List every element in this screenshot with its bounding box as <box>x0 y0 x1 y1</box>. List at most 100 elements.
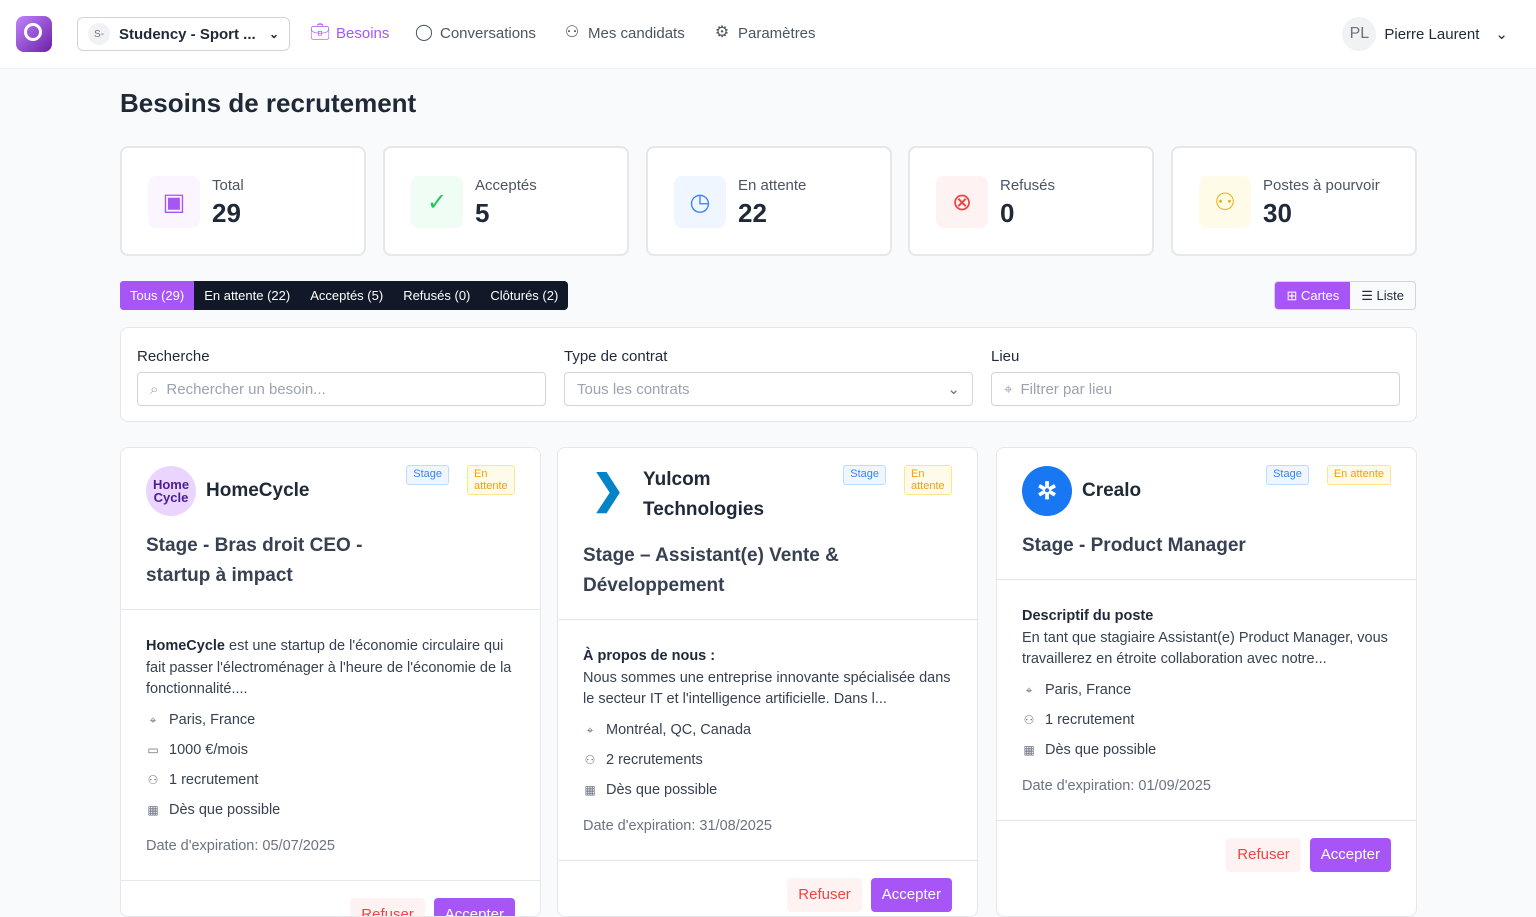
tab-refuses[interactable]: Refusés (0) <box>393 281 480 310</box>
stat-label: En attente <box>738 177 806 194</box>
company-logo: ✲ <box>1022 466 1072 516</box>
recruits: 1 recrutement <box>1045 712 1134 728</box>
contract-value: Tous les contrats <box>577 381 690 398</box>
cards-label: Cartes <box>1301 288 1339 303</box>
nav-parametres[interactable]: ⚙Paramètres <box>712 24 816 42</box>
calendar-icon: ▦ <box>146 801 160 819</box>
location-input[interactable]: ⌖ Filtrer par lieu <box>991 372 1400 406</box>
stat-value: 29 <box>212 198 241 229</box>
job-title: Stage - Product Manager <box>1022 531 1282 561</box>
top-nav: S- Studency - Sport ... ⌄ 💼︎Besoins ◯Con… <box>0 0 1536 69</box>
search-placeholder: Rechercher un besoin... <box>166 381 325 398</box>
users-icon: ⚇ <box>1199 176 1251 228</box>
nav-mes-candidats[interactable]: ⚇ Mes candidats <box>562 24 685 42</box>
stat-value: 0 <box>1000 198 1014 229</box>
desc-bold: Descriptif du poste <box>1022 606 1391 628</box>
search-input[interactable]: ⌕Rechercher un besoin... <box>137 372 546 406</box>
status-badge: En attente <box>904 465 952 495</box>
start-date: Dès que possible <box>1045 742 1156 758</box>
cards-view-button[interactable]: ⊞ Cartes <box>1275 282 1350 309</box>
job-title: Stage – Assistant(e) Vente & Développeme… <box>583 541 843 601</box>
page-title: Besoins de recrutement <box>120 88 416 119</box>
job-card[interactable]: ✲ Crealo Stage En attente Stage - Product … <box>996 447 1417 917</box>
org-name: Studency - Sport ... <box>119 26 256 43</box>
recruits: 1 recrutement <box>169 772 258 788</box>
desc-bold: HomeCycle <box>146 638 225 654</box>
location: Montréal, QC, Canada <box>606 722 751 738</box>
accept-button[interactable]: Accepter <box>871 878 952 912</box>
stat-en-attente: ◷ En attente 22 <box>646 146 892 256</box>
nav-conversations[interactable]: ◯Conversations <box>414 24 536 42</box>
tab-en-attente[interactable]: En attente (22) <box>194 281 300 310</box>
location-label: Lieu <box>991 348 1400 365</box>
contract-badge: Stage <box>406 465 449 485</box>
app-logo[interactable] <box>16 16 52 52</box>
x-circle-icon: ⊗ <box>936 176 988 228</box>
company-logo: Home Cycle <box>146 466 196 516</box>
list-icon: ☰ <box>1361 288 1376 303</box>
calendar-icon: ▦ <box>583 781 597 799</box>
map-pin-icon: ⌖ <box>1022 681 1036 699</box>
refuse-button[interactable]: Refuser <box>1226 838 1301 872</box>
nav-label: Mes candidats <box>588 25 685 42</box>
stat-total: ▣ Total 29 <box>120 146 366 256</box>
accept-button[interactable]: Accepter <box>1310 838 1391 872</box>
status-tabs: Tous (29) En attente (22) Acceptés (5) R… <box>120 281 568 310</box>
refuse-button[interactable]: Refuser <box>350 898 425 917</box>
recruits: 2 recrutements <box>606 752 703 768</box>
contract-select[interactable]: Tous les contrats ⌄ <box>564 372 973 406</box>
salary: 1000 €/mois <box>169 742 248 758</box>
filters-panel: Recherche⌕Rechercher un besoin... Type d… <box>120 327 1417 422</box>
location: Paris, France <box>1045 682 1131 698</box>
money-icon: ▭ <box>146 741 160 759</box>
tab-tous[interactable]: Tous (29) <box>120 281 194 310</box>
chevron-down-icon: ⌄ <box>947 380 960 398</box>
stat-value: 22 <box>738 198 767 229</box>
tab-clotures[interactable]: Clôturés (2) <box>480 281 568 310</box>
briefcase-icon: ▣ <box>148 176 200 228</box>
chevron-down-icon: ⌄ <box>269 27 279 41</box>
nav-besoins[interactable]: 💼︎Besoins <box>310 24 389 42</box>
map-pin-icon: ⌖ <box>1004 381 1012 398</box>
users-icon: ⚇ <box>562 24 582 42</box>
job-card[interactable]: ❯Yulcom Technologies Stage En attente Sta… <box>557 447 978 917</box>
clock-icon: ◷ <box>674 176 726 228</box>
stat-label: Acceptés <box>475 177 537 194</box>
start-date: Dès que possible <box>169 802 280 818</box>
stat-refuses: ⊗ Refusés 0 <box>908 146 1154 256</box>
company-name: Crealo <box>1082 476 1242 506</box>
search-label: Recherche <box>137 348 546 365</box>
accept-button[interactable]: Accepter <box>434 898 515 917</box>
job-title: Stage - Bras droit CEO - startup à impac… <box>146 531 406 591</box>
stat-label: Total <box>212 177 244 194</box>
expiry-date: Date d'expiration: 05/07/2025 <box>146 838 515 880</box>
chevron-down-icon: ⌄ <box>1495 25 1508 43</box>
company-name: Yulcom Technologies <box>643 465 783 525</box>
contract-badge: Stage <box>1266 465 1309 485</box>
expiry-date: Date d'expiration: 31/08/2025 <box>583 818 952 860</box>
view-toggle: ⊞ Cartes ☰ Liste <box>1274 281 1416 310</box>
location: Paris, France <box>169 712 255 728</box>
users-icon: ⚇ <box>1022 711 1036 729</box>
list-view-button[interactable]: ☰ Liste <box>1350 282 1415 309</box>
user-name: Pierre Laurent <box>1384 26 1479 43</box>
status-badge: En attente <box>1327 465 1391 485</box>
stat-label: Postes à pourvoir <box>1263 177 1380 194</box>
tab-acceptes[interactable]: Acceptés (5) <box>300 281 393 310</box>
stat-label: Refusés <box>1000 177 1055 194</box>
location-placeholder: Filtrer par lieu <box>1020 381 1112 398</box>
nav-label: Paramètres <box>738 25 816 42</box>
job-description: Nous sommes une entreprise innovante spé… <box>583 670 951 708</box>
start-date: Dès que possible <box>606 782 717 798</box>
user-menu[interactable]: PL Pierre Laurent ⌄ <box>1342 17 1508 51</box>
company-logo: ❯ <box>583 465 633 515</box>
contract-badge: Stage <box>843 465 886 485</box>
users-icon: ⚇ <box>583 751 597 769</box>
org-avatar: S- <box>88 23 110 45</box>
map-pin-icon: ⌖ <box>583 721 597 739</box>
organization-selector[interactable]: S- Studency - Sport ... ⌄ <box>77 17 290 51</box>
refuse-button[interactable]: Refuser <box>787 878 862 912</box>
map-pin-icon: ⌖ <box>146 711 160 729</box>
users-icon: ⚇ <box>146 771 160 789</box>
